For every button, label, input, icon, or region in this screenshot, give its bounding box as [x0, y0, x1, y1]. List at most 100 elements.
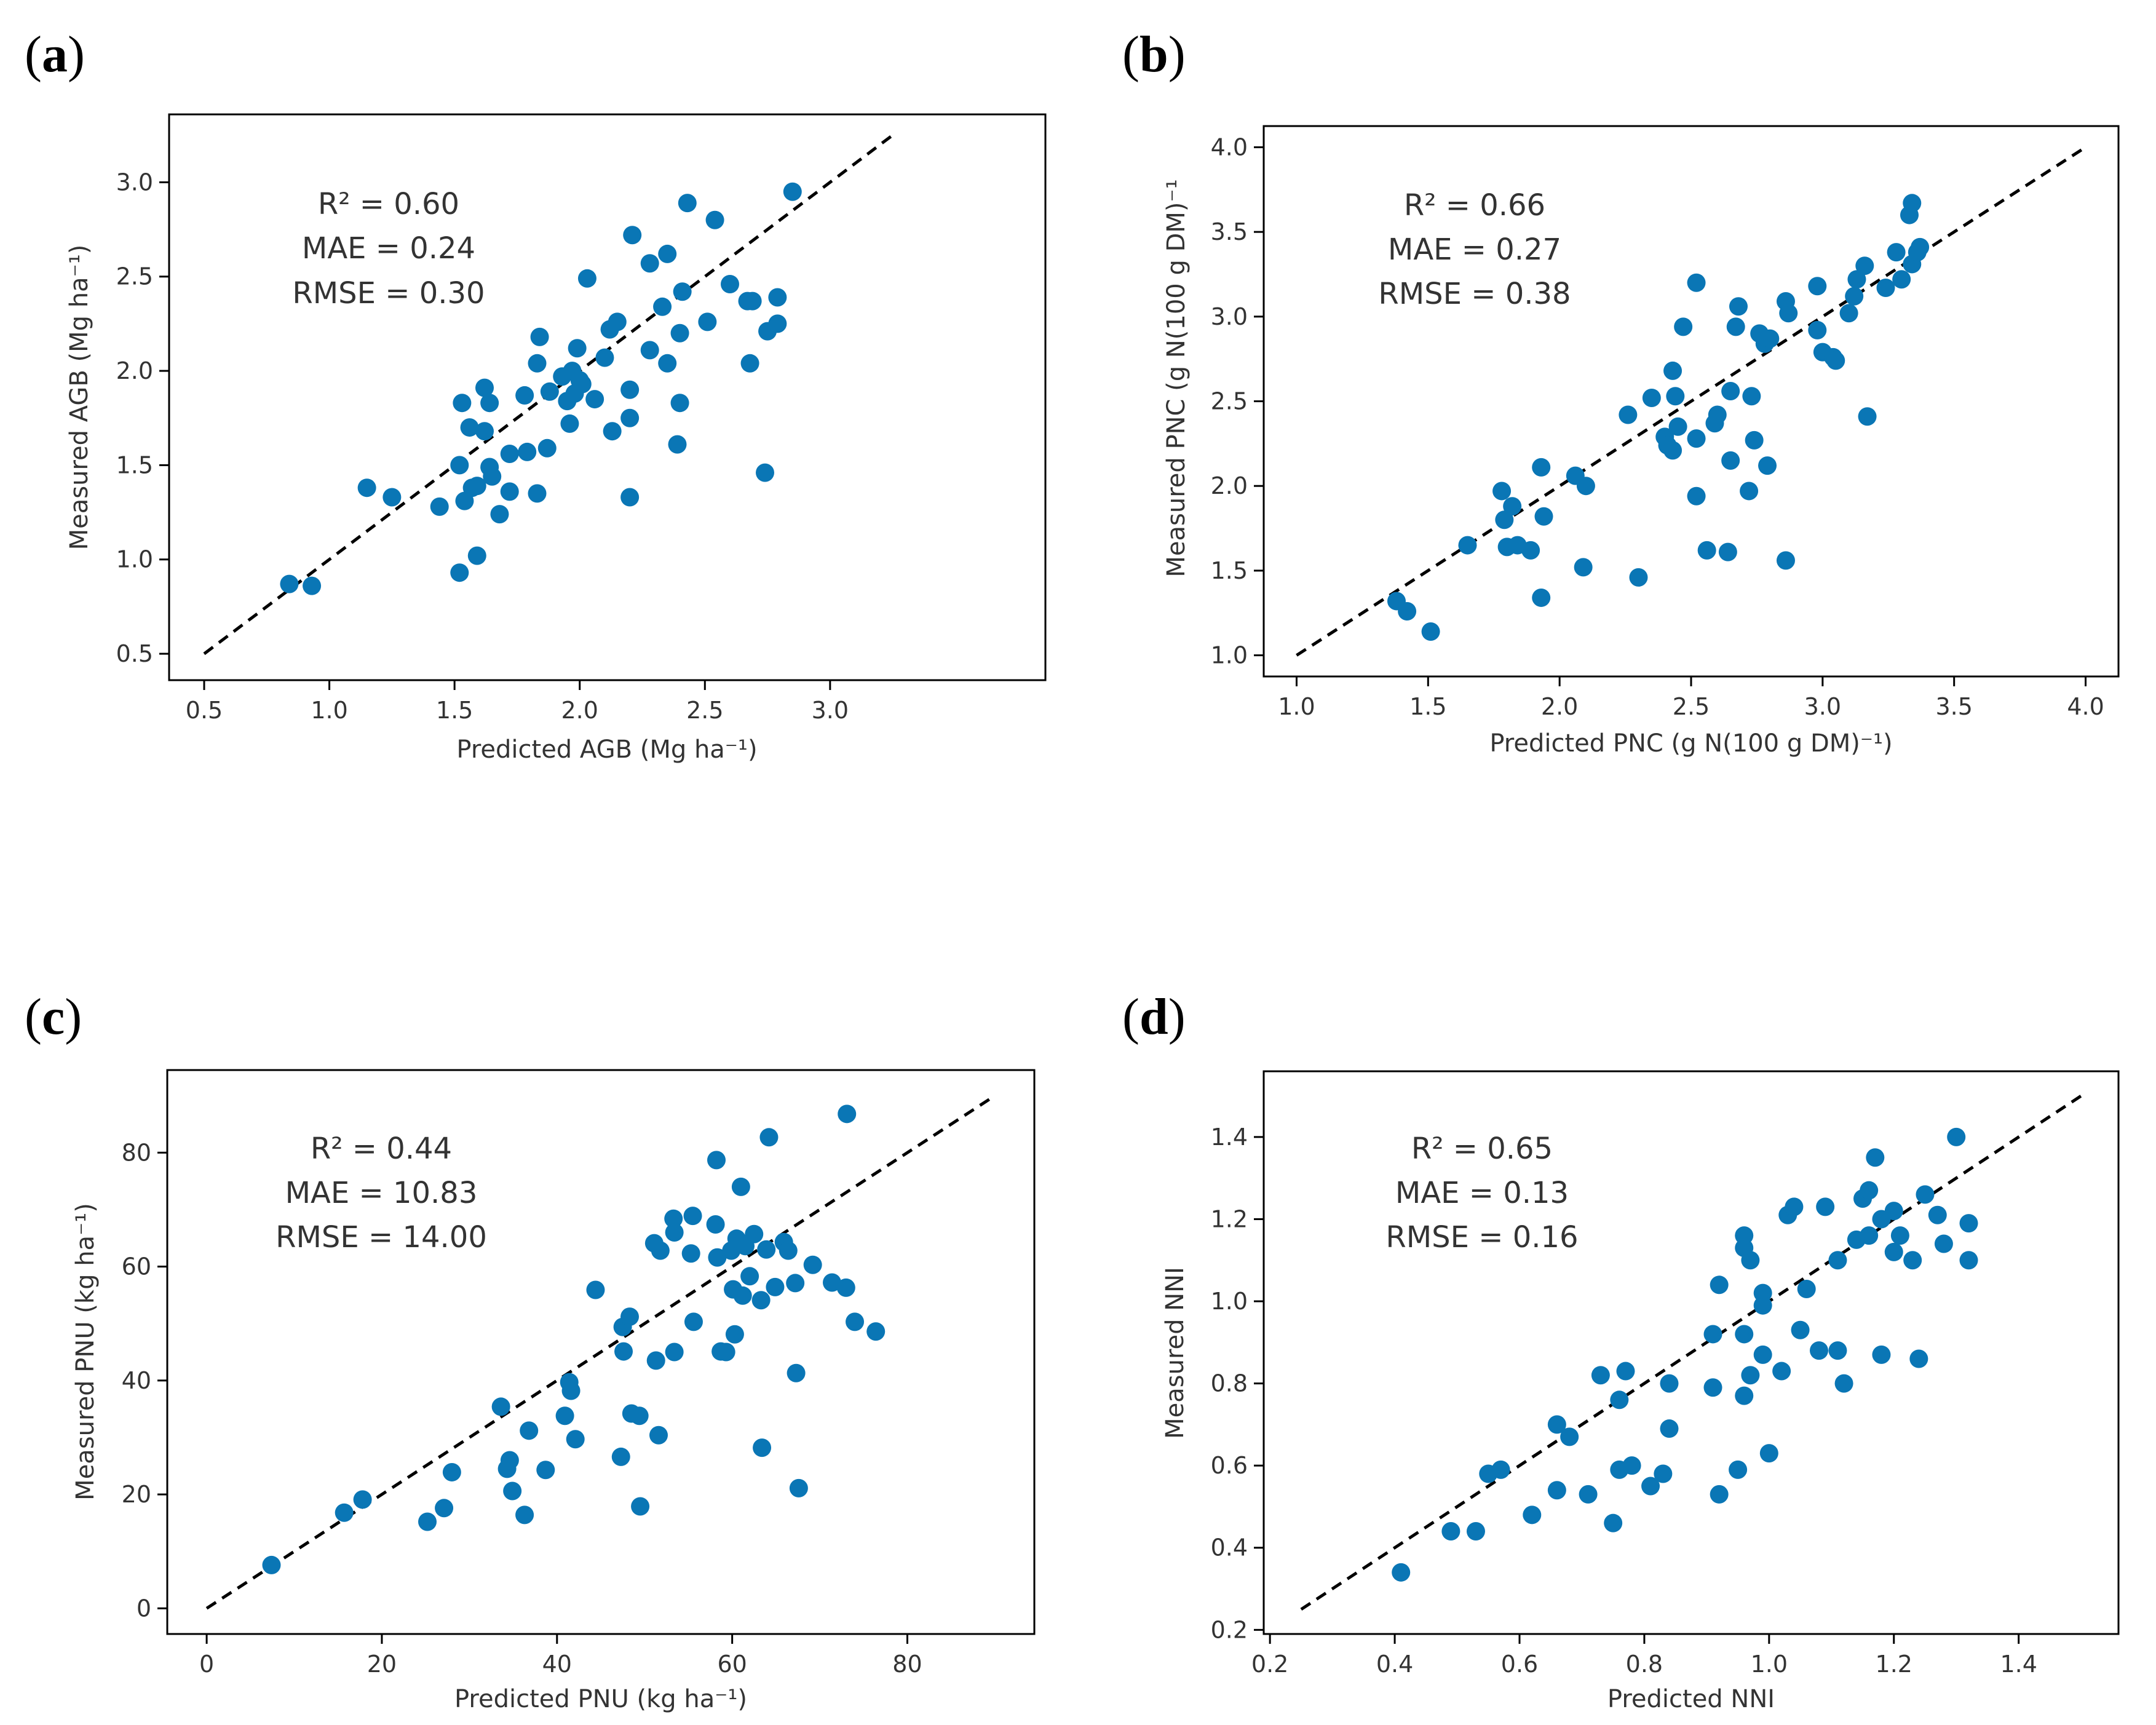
- data-point: [698, 312, 717, 331]
- data-point: [646, 1351, 665, 1370]
- data-point: [1660, 1374, 1679, 1393]
- data-point: [540, 382, 559, 401]
- data-point: [1466, 1522, 1485, 1541]
- stat-rmse: RMSE = 14.00: [275, 1220, 487, 1255]
- reference-line-1to1: [1300, 1094, 2082, 1611]
- data-point: [537, 438, 557, 458]
- data-point: [1729, 297, 1748, 316]
- data-point: [678, 194, 697, 213]
- data-point: [262, 1555, 281, 1574]
- data-point: [1521, 541, 1540, 560]
- stat-mae: MAE = 10.83: [285, 1176, 478, 1210]
- x-tick-label: 1.0: [311, 697, 347, 724]
- data-point: [608, 312, 627, 331]
- data-point: [768, 288, 787, 307]
- data-point: [731, 1177, 750, 1196]
- data-point: [515, 1505, 534, 1525]
- data-point: [528, 354, 547, 373]
- data-point: [1745, 430, 1764, 450]
- data-point: [751, 1291, 771, 1310]
- x-tick-label: 4.0: [2067, 693, 2104, 720]
- data-point: [836, 1278, 855, 1297]
- data-point: [1458, 536, 1477, 555]
- data-point: [1892, 270, 1911, 289]
- data-point: [658, 354, 677, 373]
- x-tick-label: 2.0: [1541, 693, 1578, 720]
- y-tick-label: 0.4: [1211, 1534, 1248, 1561]
- data-point: [664, 1209, 683, 1228]
- data-point: [789, 1478, 808, 1497]
- y-tick-label: 4.0: [1211, 133, 1248, 161]
- stat-rmse: RMSE = 0.16: [1385, 1220, 1578, 1255]
- y-axis-label: Measured NNI: [1161, 1267, 1189, 1439]
- data-point: [707, 1151, 726, 1170]
- data-points: [1392, 1127, 1978, 1582]
- y-tick-label: 0: [137, 1595, 151, 1622]
- data-point: [653, 297, 672, 316]
- y-tick-label: 2.0: [1211, 472, 1248, 499]
- data-point: [1772, 1362, 1791, 1381]
- stat-r2: R² = 0.66: [1404, 188, 1545, 223]
- data-point: [1828, 1341, 1847, 1360]
- data-point: [1740, 482, 1759, 501]
- x-tick-label: 1.2: [1876, 1651, 1912, 1678]
- data-point: [649, 1426, 668, 1445]
- data-point: [665, 1342, 684, 1362]
- y-tick-label: 80: [122, 1139, 151, 1166]
- data-point: [1839, 304, 1858, 323]
- data-point: [611, 1447, 630, 1466]
- x-tick-label: 0.2: [1251, 1651, 1288, 1678]
- data-point: [1532, 458, 1551, 477]
- data-point: [435, 1499, 454, 1518]
- data-point: [1721, 451, 1740, 470]
- data-point: [673, 282, 692, 301]
- data-point: [1845, 287, 1864, 306]
- x-tick-label: 3.0: [1804, 693, 1841, 720]
- x-tick-label: 60: [717, 1651, 747, 1678]
- x-tick-label: 2.5: [1673, 693, 1710, 720]
- data-point: [1741, 1366, 1760, 1385]
- x-axis-label: Predicted PNC (g N(100 g DM)⁻¹): [1489, 729, 1892, 758]
- data-point: [1779, 304, 1798, 323]
- data-point: [756, 463, 774, 482]
- data-point: [561, 1381, 581, 1400]
- stat-r2: R² = 0.65: [1411, 1132, 1553, 1166]
- y-axis-label: Measured AGB (Mg ha⁻¹): [65, 245, 93, 550]
- data-point: [500, 482, 519, 501]
- data-point: [1808, 277, 1827, 296]
- data-point: [585, 390, 604, 409]
- data-point: [1903, 1251, 1922, 1270]
- data-point: [706, 1215, 725, 1234]
- y-tick-label: 40: [122, 1367, 151, 1394]
- y-tick-label: 1.4: [1211, 1124, 1248, 1151]
- x-tick-label: 1.4: [2000, 1651, 2037, 1678]
- data-point: [1687, 429, 1706, 448]
- data-point: [651, 1241, 670, 1260]
- data-point: [1735, 1325, 1754, 1344]
- data-point: [1398, 601, 1417, 621]
- data-point: [658, 244, 677, 263]
- data-point: [1619, 405, 1638, 424]
- data-point: [753, 1438, 772, 1457]
- data-point: [1574, 558, 1593, 577]
- data-point: [716, 1342, 735, 1362]
- data-point: [838, 1104, 857, 1124]
- data-point: [603, 422, 622, 441]
- data-point: [1785, 1197, 1804, 1216]
- data-point: [1503, 497, 1522, 516]
- data-point: [1916, 1185, 1935, 1204]
- data-point: [1876, 278, 1895, 297]
- y-tick-label: 1.5: [1211, 557, 1248, 584]
- x-axis-ticks: 0 20 40 60 80: [199, 1634, 922, 1678]
- data-point: [1654, 1464, 1673, 1483]
- y-tick-label: 1.0: [116, 546, 153, 573]
- data-point: [640, 254, 659, 273]
- data-point: [1860, 1181, 1879, 1200]
- data-point: [614, 1342, 633, 1361]
- data-point: [745, 1224, 764, 1243]
- data-point: [620, 408, 640, 427]
- data-point: [1663, 361, 1682, 380]
